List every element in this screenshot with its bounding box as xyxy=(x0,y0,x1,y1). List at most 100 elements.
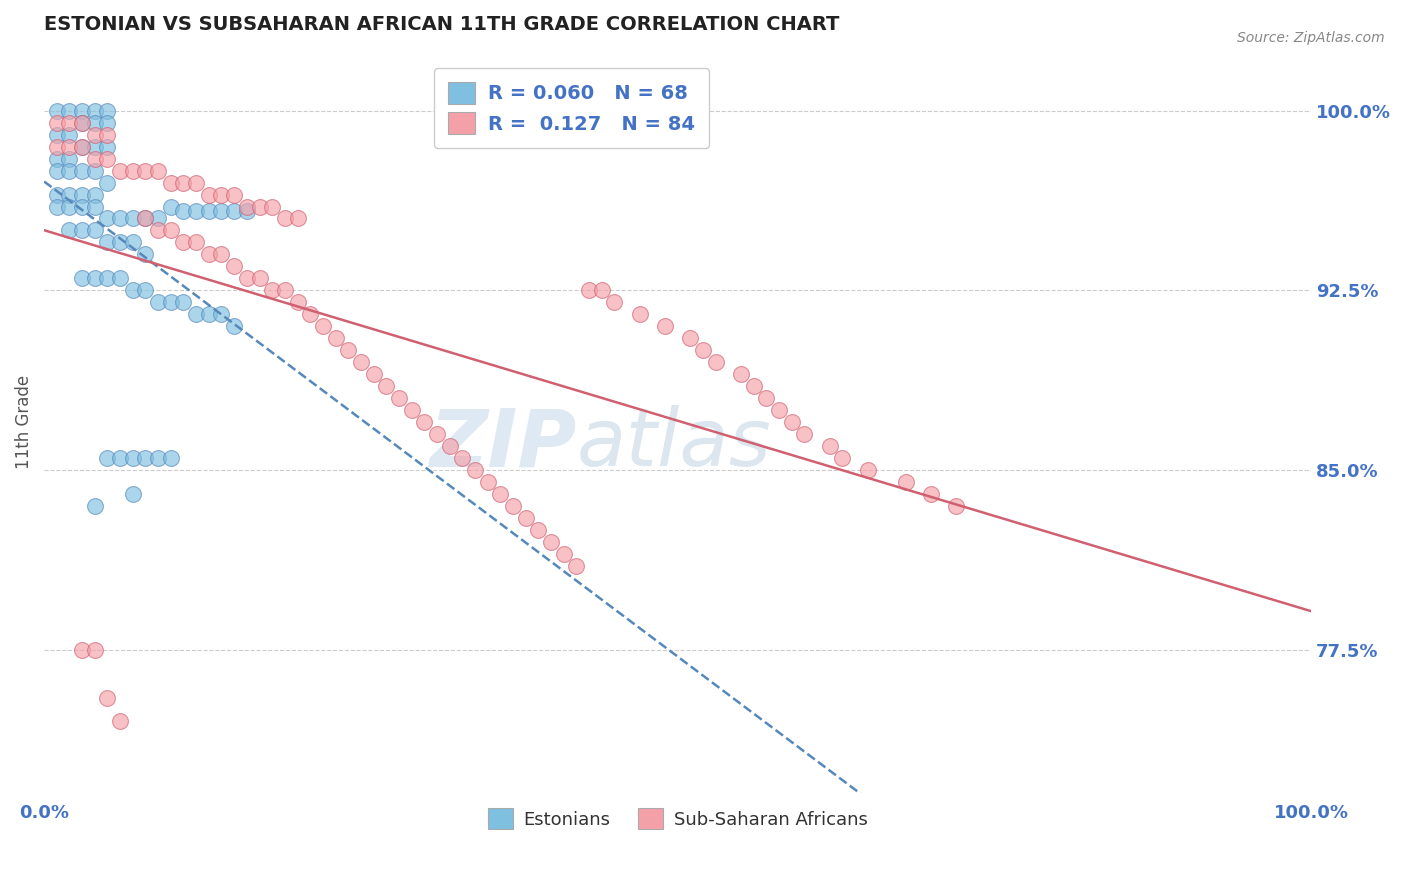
Point xyxy=(856,463,879,477)
Point xyxy=(793,427,815,442)
Point xyxy=(211,307,233,321)
Point xyxy=(108,163,131,178)
Point xyxy=(768,403,790,417)
Point xyxy=(186,307,208,321)
Point xyxy=(70,139,93,153)
Point xyxy=(96,139,118,153)
Point xyxy=(603,295,626,310)
Point xyxy=(262,284,284,298)
Point xyxy=(920,487,942,501)
Point xyxy=(108,271,131,285)
Point xyxy=(96,235,118,250)
Point xyxy=(249,271,271,285)
Point xyxy=(146,163,169,178)
Point xyxy=(96,103,118,118)
Point xyxy=(45,200,67,214)
Point xyxy=(70,116,93,130)
Point xyxy=(350,355,373,369)
Point xyxy=(299,307,322,321)
Point xyxy=(159,450,181,465)
Point xyxy=(83,187,105,202)
Point xyxy=(45,128,67,142)
Point xyxy=(375,379,398,393)
Point xyxy=(224,204,246,219)
Point xyxy=(70,271,93,285)
Point xyxy=(83,271,105,285)
Point xyxy=(413,415,436,429)
Point xyxy=(236,204,259,219)
Point xyxy=(96,176,118,190)
Point xyxy=(121,235,143,250)
Point xyxy=(287,295,309,310)
Point xyxy=(236,271,259,285)
Point xyxy=(186,176,208,190)
Point xyxy=(186,204,208,219)
Point xyxy=(704,355,727,369)
Point xyxy=(58,200,80,214)
Point xyxy=(818,439,841,453)
Point xyxy=(173,235,195,250)
Text: ZIP: ZIP xyxy=(429,405,576,483)
Point xyxy=(96,450,118,465)
Point xyxy=(70,200,93,214)
Point xyxy=(146,450,169,465)
Point xyxy=(502,499,524,513)
Point xyxy=(96,128,118,142)
Point xyxy=(45,103,67,118)
Point xyxy=(515,511,537,525)
Point xyxy=(831,450,853,465)
Point xyxy=(83,103,105,118)
Point xyxy=(146,223,169,237)
Point xyxy=(70,116,93,130)
Point xyxy=(363,367,385,381)
Point xyxy=(70,223,93,237)
Point xyxy=(121,487,143,501)
Point xyxy=(134,163,156,178)
Point xyxy=(780,415,803,429)
Point xyxy=(58,116,80,130)
Point xyxy=(186,235,208,250)
Point xyxy=(654,319,676,334)
Point xyxy=(96,271,118,285)
Point xyxy=(134,450,156,465)
Point xyxy=(464,463,486,477)
Point xyxy=(211,247,233,261)
Point xyxy=(83,499,105,513)
Point xyxy=(540,534,562,549)
Point xyxy=(58,163,80,178)
Point xyxy=(388,391,411,405)
Point xyxy=(70,103,93,118)
Point xyxy=(679,331,702,345)
Point xyxy=(96,690,118,705)
Point xyxy=(527,523,550,537)
Point xyxy=(159,176,181,190)
Point xyxy=(146,211,169,226)
Point xyxy=(274,284,297,298)
Point xyxy=(58,152,80,166)
Point xyxy=(108,714,131,729)
Point xyxy=(730,367,752,381)
Point xyxy=(553,547,575,561)
Point xyxy=(70,163,93,178)
Point xyxy=(134,284,156,298)
Text: ESTONIAN VS SUBSAHARAN AFRICAN 11TH GRADE CORRELATION CHART: ESTONIAN VS SUBSAHARAN AFRICAN 11TH GRAD… xyxy=(44,15,839,34)
Point xyxy=(108,450,131,465)
Point xyxy=(628,307,651,321)
Text: atlas: atlas xyxy=(576,405,770,483)
Point xyxy=(121,163,143,178)
Point xyxy=(121,450,143,465)
Point xyxy=(70,139,93,153)
Point xyxy=(489,487,512,501)
Point xyxy=(83,642,105,657)
Point xyxy=(58,103,80,118)
Point xyxy=(159,223,181,237)
Point xyxy=(134,211,156,226)
Point xyxy=(159,295,181,310)
Point xyxy=(45,187,67,202)
Point xyxy=(58,139,80,153)
Point xyxy=(211,187,233,202)
Point xyxy=(262,200,284,214)
Point xyxy=(565,558,588,573)
Point xyxy=(83,223,105,237)
Y-axis label: 11th Grade: 11th Grade xyxy=(15,375,32,469)
